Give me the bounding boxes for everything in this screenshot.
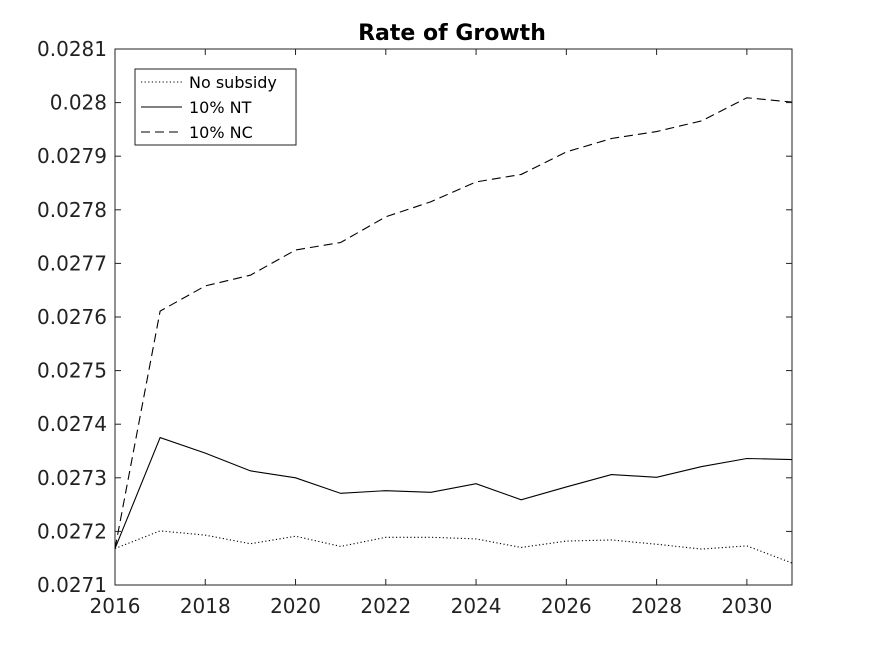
legend-label-1: 10% NT bbox=[189, 98, 252, 117]
y-tick-label: 0.028 bbox=[50, 91, 107, 115]
legend-label-0: No subsidy bbox=[189, 73, 277, 92]
legend: No subsidy 10% NT 10% NC bbox=[134, 68, 297, 146]
x-tick-label: 2018 bbox=[180, 594, 231, 618]
x-tick-label: 2030 bbox=[721, 594, 772, 618]
chart-title: Rate of Growth bbox=[358, 21, 546, 46]
y-tick-label: 0.0271 bbox=[37, 573, 107, 597]
x-tick-label: 2024 bbox=[451, 594, 502, 618]
series-line-2 bbox=[114, 97, 793, 549]
x-tick-label: 2022 bbox=[360, 594, 411, 618]
x-tick-label: 2026 bbox=[541, 594, 592, 618]
y-tick-label: 0.0274 bbox=[37, 412, 107, 436]
series-line-1 bbox=[114, 436, 793, 549]
y-tick-label: 0.0281 bbox=[37, 37, 107, 61]
legend-label-2: 10% NC bbox=[189, 123, 253, 142]
x-tick-label: 2028 bbox=[631, 594, 682, 618]
y-tick-label: 0.0277 bbox=[37, 251, 107, 275]
y-tick-label: 0.0275 bbox=[37, 359, 107, 383]
series-layer bbox=[114, 97, 793, 564]
y-tick-label: 0.0279 bbox=[37, 144, 107, 168]
axis-ticks: 2016 2018 2020 2022 2024 2026 2028 2030 0.0271 0.… bbox=[37, 37, 792, 618]
y-tick-label: 0.0272 bbox=[37, 519, 107, 543]
y-tick-label: 0.0278 bbox=[37, 198, 107, 222]
y-tick-label: 0.0276 bbox=[37, 305, 107, 329]
x-tick-label: 2020 bbox=[270, 594, 321, 618]
series-line-0 bbox=[114, 530, 793, 564]
y-tick-label: 0.0273 bbox=[37, 466, 107, 490]
x-tick-label: 2016 bbox=[90, 594, 141, 618]
